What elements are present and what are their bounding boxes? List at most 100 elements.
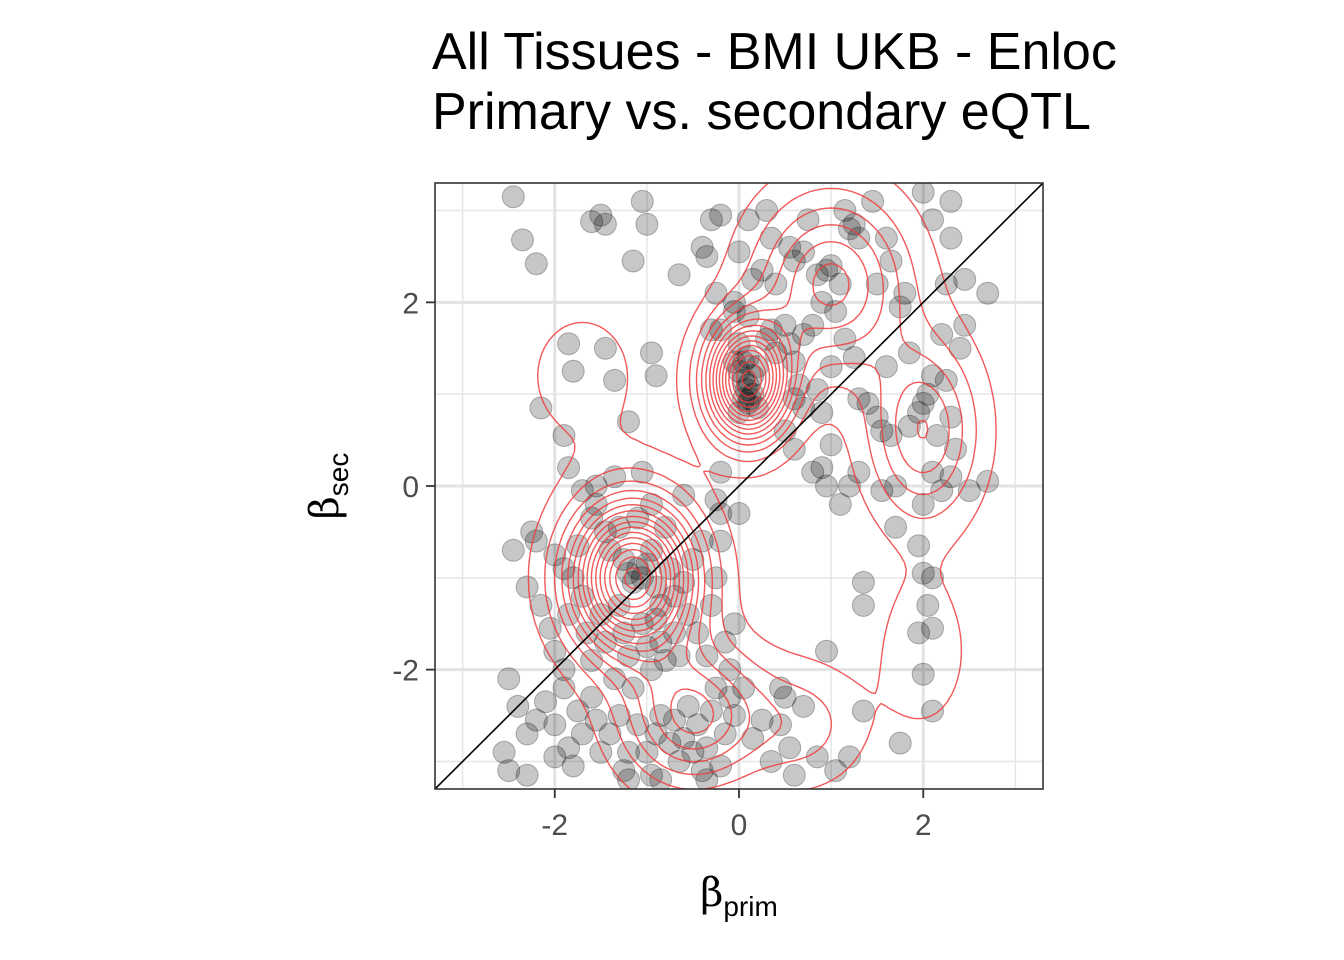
data-point [580,649,604,672]
data-point [805,263,829,287]
data-point [824,759,848,783]
chart-title-line-2: Primary vs. secondary eQTL [432,83,1091,141]
data-point [934,272,958,296]
data-point [925,424,949,447]
data-point [921,364,944,388]
data-point [911,183,935,204]
data-point [755,199,779,222]
data-point [497,759,521,783]
data-point [815,474,838,498]
data-point [543,713,567,737]
data-point [851,593,875,617]
data-point [805,745,829,769]
data-point [621,570,645,594]
data-point [686,621,709,645]
data-point [888,731,912,755]
data-point [570,479,594,503]
data-point [911,492,935,516]
data-point [897,414,921,438]
data-point [534,690,557,714]
data-point [681,740,705,764]
data-point [589,203,613,227]
data-point [511,228,534,252]
data-point [773,313,797,337]
y-axis-symbol: β [302,496,348,519]
density-contour [624,567,643,590]
x-axis-ticks: -2 0 2 [541,789,932,842]
data-point [847,460,871,484]
data-point [930,479,954,503]
data-point [782,350,806,374]
data-point [589,740,613,764]
data-point [640,763,663,787]
y-tick-label: 2 [402,287,419,320]
density-contour [582,330,785,645]
data-point [750,258,774,282]
density-contour [553,207,964,776]
data-point [884,515,908,539]
data-point [801,460,825,484]
data-point [529,396,553,420]
data-point [842,346,866,369]
data-point [612,548,636,571]
data-point [653,649,677,672]
data-point [921,208,944,232]
data-point [649,768,673,789]
data-point [815,258,838,282]
data-point [759,750,783,773]
data-point [635,212,659,236]
data-point [819,433,843,457]
data-point [727,502,751,525]
data-point [709,203,733,227]
data-point [580,210,604,234]
density-contours [527,183,997,789]
data-point [552,424,576,447]
data-point [598,722,622,746]
data-point [667,263,691,287]
data-point [782,437,806,461]
data-point [792,694,815,718]
data-point [635,552,659,576]
data-point [640,658,663,682]
data-point [630,189,654,213]
data-point [704,488,728,512]
data-point [976,281,1000,305]
chart-title-line-1: All Tissues - BMI UKB - Enloc [432,23,1117,81]
data-point [617,410,640,434]
data-point [810,401,834,424]
data-point [552,658,576,682]
y-axis-subscript: sec [323,453,354,497]
data-point [497,667,521,691]
data-point [584,474,608,498]
data-point [722,704,746,727]
data-point [828,492,852,516]
data-point [810,456,834,480]
x-tick-label: 0 [731,809,748,842]
x-tick-label: -2 [541,809,568,842]
data-point [690,759,714,783]
data-point [630,460,654,484]
density-contour [604,354,767,615]
data-point [695,644,719,668]
data-point [699,318,723,342]
data-point [921,566,944,590]
data-point [570,722,594,746]
y-axis-title: βsec [302,453,354,520]
data-point [607,704,631,727]
data-point [644,364,668,388]
data-point [727,240,751,264]
data-point [699,699,723,723]
data-point [874,355,898,379]
data-point [718,685,742,709]
data-point [870,479,894,503]
data-point [879,424,903,447]
data-point [865,272,889,296]
data-point [897,341,921,365]
data-point [819,355,843,379]
data-point [778,736,802,760]
data-point [699,208,723,232]
data-point [695,245,719,268]
density-contour [572,263,850,734]
x-axis-subscript: prim [723,891,777,922]
data-point [704,566,728,590]
